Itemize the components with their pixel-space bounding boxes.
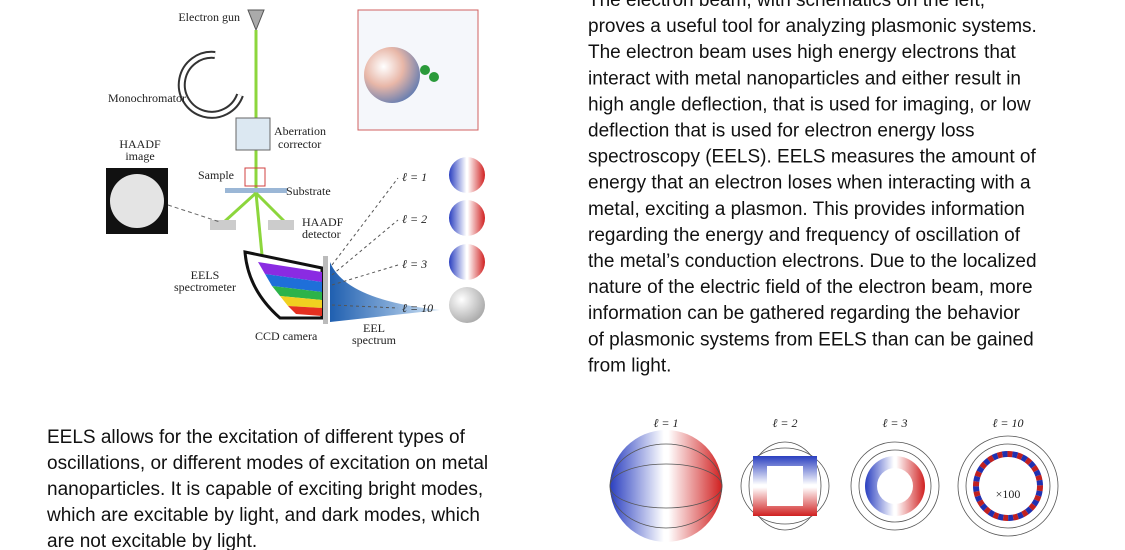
detector	[268, 220, 294, 230]
schematic: Electron gun Monochromator Aberration co…	[106, 9, 485, 347]
ccd	[323, 256, 328, 324]
text-line: EELS allows for the excitation of differ…	[47, 427, 466, 448]
text-line: the metal’s conduction electrons. Due to…	[588, 251, 1037, 272]
text-line: from light.	[588, 355, 671, 376]
mode-label: ℓ = 3	[882, 416, 907, 430]
mode-map	[973, 451, 1043, 521]
text-line: high angle deflection, that is used for …	[588, 94, 1031, 115]
paragraph-bottom: EELS allows for the excitation of differ…	[46, 427, 488, 550]
mode-label: ℓ = 10	[402, 301, 433, 315]
text-line: The electron beam uses high energy elect…	[588, 42, 1016, 63]
text-line: energy that an electron loses when inter…	[588, 173, 1031, 194]
text-line: oscillations, or different modes of exci…	[47, 453, 488, 474]
text-line: metal, exciting a plasmon. This provides…	[588, 199, 1025, 220]
label: corrector	[278, 137, 321, 151]
mode-figure: ℓ = 1 ℓ = 2 ℓ = 3 ℓ = 10 ×100	[609, 416, 1059, 542]
inset-sphere	[364, 47, 420, 103]
label: Aberration	[274, 124, 326, 138]
label: Electron gun	[178, 10, 240, 24]
sample-box	[244, 167, 266, 187]
label: HAADF	[119, 137, 161, 151]
text-line: are not excitable by light.	[47, 531, 257, 550]
mode-label: ℓ = 3	[402, 257, 427, 271]
scale-label: ×100	[996, 487, 1021, 501]
detector	[210, 220, 236, 230]
mode-sphere	[449, 287, 485, 323]
text-line: interact with metal nanoparticles and ei…	[588, 68, 1021, 89]
haadf-disk	[110, 174, 164, 228]
label: CCD camera	[255, 329, 318, 343]
mode-sphere	[449, 244, 485, 280]
label: EELS	[191, 268, 220, 282]
label: detector	[302, 227, 341, 241]
label: EEL	[363, 321, 385, 335]
mode-label: ℓ = 1	[653, 416, 678, 430]
text-line: proves a useful tool for analyzing plasm…	[588, 16, 1037, 37]
mode-label: ℓ = 10	[992, 416, 1023, 430]
text-line: which are excitable by light, and dark m…	[46, 505, 480, 526]
text-line: deflection that is used for electron ene…	[588, 121, 975, 142]
label: spectrometer	[174, 280, 236, 294]
label: Monochromator	[108, 91, 186, 105]
corrector-icon	[235, 117, 271, 151]
mode-label: ℓ = 2	[772, 416, 797, 430]
spectrum	[330, 262, 440, 322]
mode-label: ℓ = 2	[402, 212, 427, 226]
text-line: nature of the electric field of the elec…	[588, 277, 1033, 298]
mode-sphere	[449, 200, 485, 236]
label: Sample	[198, 168, 234, 182]
mode-map	[610, 430, 722, 542]
label: image	[125, 149, 154, 163]
text-line: nanoparticles. It is capable of exciting…	[47, 479, 483, 500]
text-line: of plasmonic systems from EELS than can …	[588, 329, 1034, 350]
text-line: information can be gathered regarding th…	[588, 303, 1021, 324]
mode-sphere	[449, 157, 485, 193]
text-line: The electron beam, with schematics on th…	[588, 0, 985, 11]
gun-icon	[247, 9, 265, 32]
paragraph-top: The electron beam, with schematics on th…	[588, 0, 1037, 376]
text-line: spectroscopy (EELS). EELS measures the a…	[588, 147, 1036, 168]
substrate-bar	[225, 188, 287, 193]
label: spectrum	[352, 333, 397, 347]
mode-label: ℓ = 1	[402, 170, 427, 184]
label: Substrate	[286, 184, 331, 198]
text-line: regarding the energy and frequency of os…	[588, 225, 1021, 246]
label: HAADF	[302, 215, 344, 229]
